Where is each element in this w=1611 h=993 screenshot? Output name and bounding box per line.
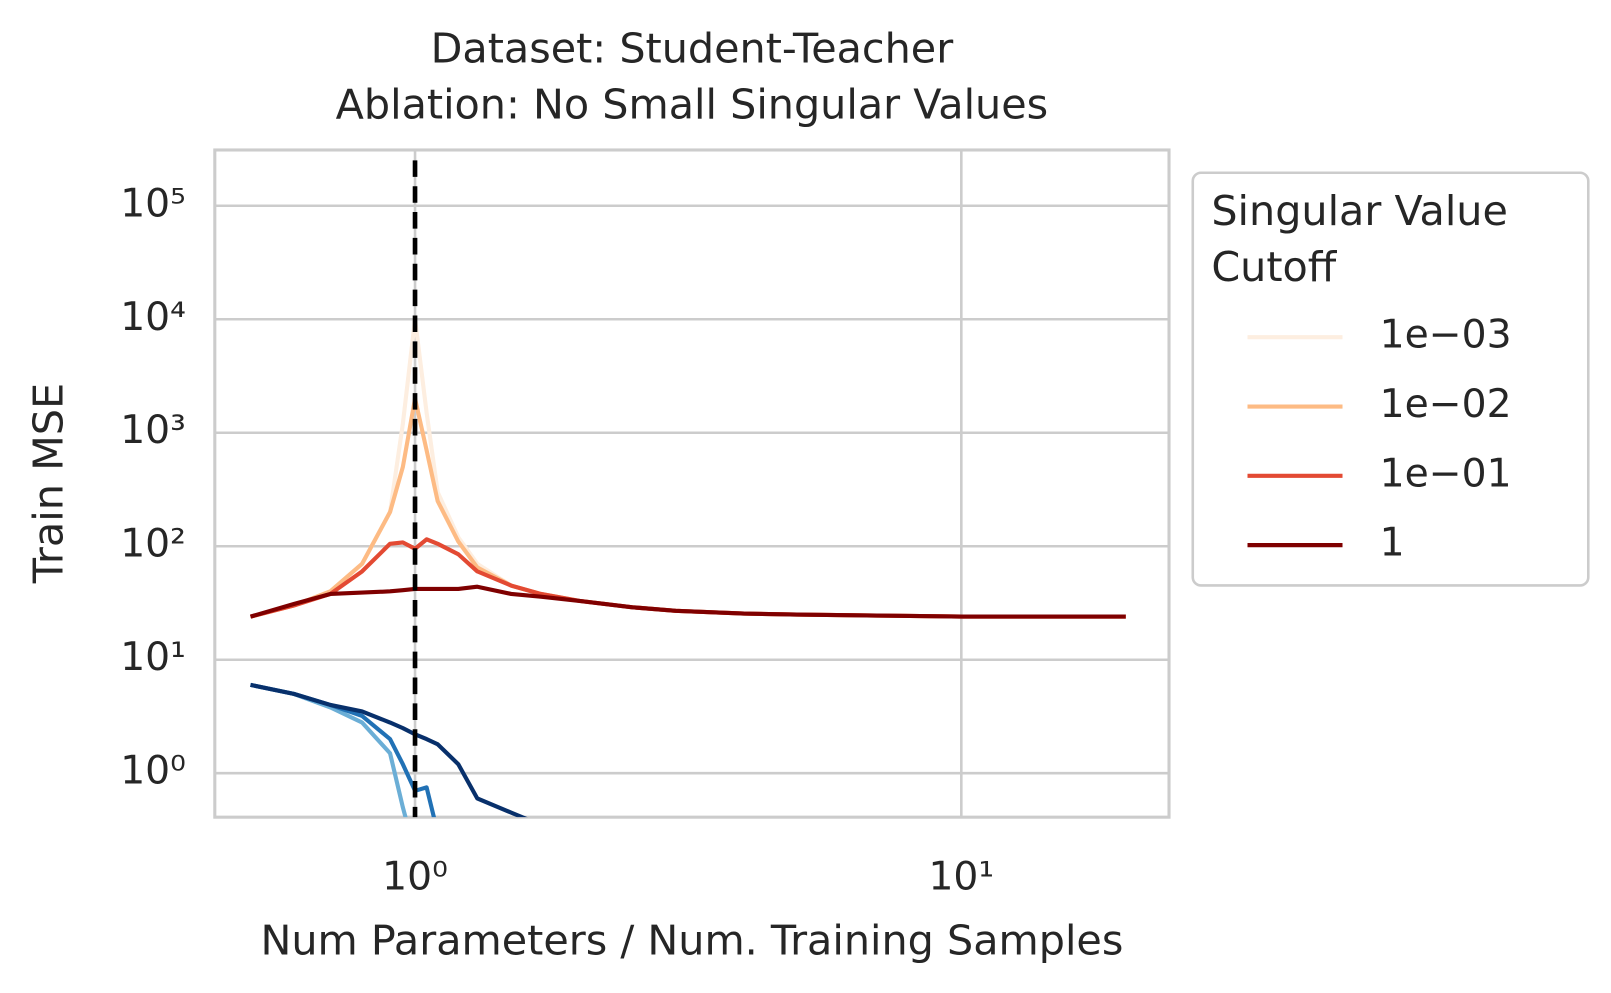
series-line <box>250 317 1126 619</box>
x-axis-label: Num Parameters / Num. Training Samples <box>260 916 1123 964</box>
y-tick-label: 10⁰ <box>120 749 186 794</box>
x-tick-label: 10⁰ <box>382 855 448 900</box>
plot-frame <box>213 148 1171 819</box>
y-tick-label: 10⁴ <box>120 295 186 340</box>
series-line <box>250 396 1126 619</box>
y-tick-label: 10³ <box>120 408 186 453</box>
series-line <box>249 584 1126 619</box>
legend-label: 1 <box>1380 521 1405 566</box>
x-tick-label: 10¹ <box>928 855 994 900</box>
legend-box <box>1191 171 1590 587</box>
chart-title: Dataset: Student-Teacher Ablation: No Sma… <box>336 25 1049 129</box>
y-tick-label: 10² <box>120 522 186 567</box>
y-tick-label: 10⁵ <box>120 181 186 226</box>
legend-title: Singular Value Cutoff <box>1211 187 1508 291</box>
legend-label: 1e−01 <box>1380 451 1512 496</box>
y-tick-label: 10¹ <box>120 635 186 680</box>
series-line <box>250 682 408 818</box>
legend-label: 1e−02 <box>1380 382 1512 427</box>
y-axis-label: Train MSE <box>25 383 73 584</box>
series-line <box>250 682 528 818</box>
series-line <box>250 537 1126 619</box>
plot-area <box>249 317 1126 818</box>
chart-body: Dataset: Student-Teacher Ablation: No Sma… <box>25 25 1590 964</box>
legend-label: 1e−03 <box>1380 313 1512 358</box>
